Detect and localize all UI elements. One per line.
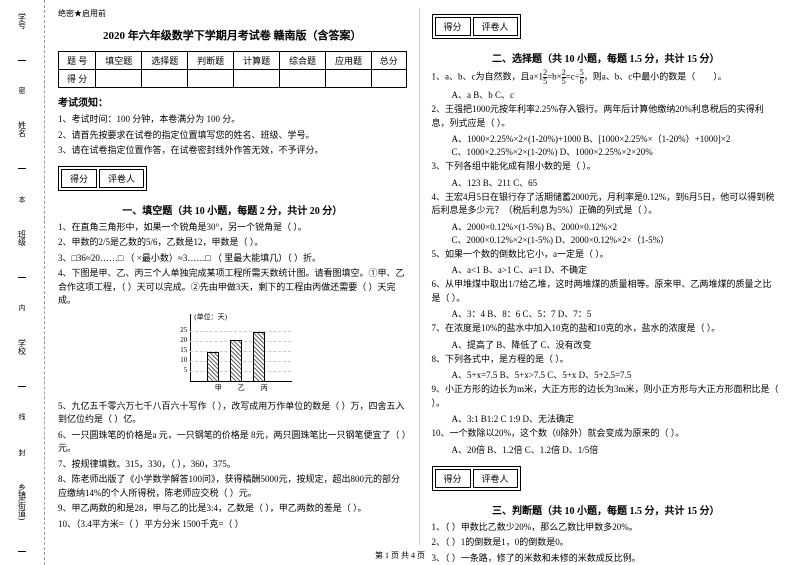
secret-label: 绝密★启用前	[58, 8, 407, 19]
grader-box: 得分 评卷人	[432, 14, 521, 39]
th-judge: 判断题	[188, 52, 234, 70]
q2-6: 6、从甲堆煤中取出1/7给乙堆，这时两堆煤的质量相等。原来甲、乙两堆煤的质量之比…	[432, 278, 781, 305]
q2-5-opts: A、a<1 B、a>1 C、a=1 D、不确定	[432, 263, 781, 276]
q2-6-opts: A、3：4 B、8：6 C、5：7 D、7：5	[432, 307, 781, 320]
q2-9-opts: A、3:1 B1:2 C 1:9 D、无法确定	[432, 412, 781, 425]
page-footer: 第 1 页 共 4 页	[0, 550, 800, 561]
score-cell: 得分	[61, 169, 97, 188]
grader-box: 得分 评卷人	[432, 466, 521, 491]
binding-margin: 学号 密 姓名 本 班级 内 学校 线 封 乡镇(街道)	[0, 0, 45, 565]
chart-unit: (单位：天)	[194, 312, 227, 322]
q1-3: 3、□36≈20……□ （ ×最小数）≈3……□ （ 里最大能填几）（ ）折。	[58, 252, 407, 266]
grader-cell: 评卷人	[99, 169, 144, 188]
section-1-title: 一、填空题（共 10 小题，每题 2 分，共计 20 分）	[58, 202, 407, 217]
page-content: 绝密★启用前 2020 年六年级数学下学期月考试卷 赣南版（含答案） 题 号 填…	[0, 0, 800, 565]
q1-10: 10、（3.4平方米=（ ）平方分米 1500千克=（ ）	[58, 518, 407, 532]
notice-title: 考试须知：	[58, 94, 407, 109]
q2-2-opts: A、1000×2.25%×2×(1-20%)+1000 B、[1000×2.25…	[432, 132, 781, 158]
table-row: 得 分	[59, 70, 407, 88]
q2-5: 5、如果一个数的倒数比它小，a一定是（ ）。	[432, 248, 781, 262]
margin-label-banji: 班级	[17, 230, 28, 278]
margin-char-nei: 内	[19, 303, 26, 313]
q2-4-opts: A、2000×0.12%×(1-5%) B、2000×0.12%×2 C、200…	[432, 220, 781, 246]
section-2-title: 二、选择题（共 10 小题，每题 1.5 分，共计 15 分）	[432, 50, 781, 65]
q3-1: 1、（ ）甲数比乙数少20%，那么乙数比甲数多20%。	[432, 521, 781, 535]
margin-label-xiangzhen: 乡镇(街道)	[17, 483, 28, 552]
bar-chart: (单位：天) 5 10 15 20 25 甲 乙 丙	[58, 314, 407, 394]
margin-char-feng: 封	[19, 448, 26, 458]
right-column: 得分 评卷人 二、选择题（共 10 小题，每题 1.5 分，共计 15 分） 1…	[424, 8, 789, 545]
margin-char-ben: 本	[19, 195, 26, 205]
bar-yi: 乙	[230, 340, 242, 382]
q1-7: 7、按规律填数。315，330，（ ），360，375。	[58, 458, 407, 472]
q2-3-opts: A、123 B、211 C、65	[432, 176, 781, 189]
td-score-label: 得 分	[59, 70, 96, 88]
chart-y-axis: 5 10 15 20 25	[190, 314, 191, 382]
q2-4: 4、王宏4月5日在银行存了活期储蓄2000元，月利率是0.12%，到6月5日，他…	[432, 191, 781, 218]
paper-title: 2020 年六年级数学下学期月考试卷 赣南版（含答案）	[58, 27, 407, 43]
notice-item: 1、考试时间：100 分钟，本卷满分为 100 分。	[58, 113, 407, 126]
q1-6: 6、一只圆珠笔的价格是a 元，一只钢笔的价格是 8元，两只圆珠笔比一只钢笔便宜了…	[58, 429, 407, 456]
table-row: 题 号 填空题 选择题 判断题 计算题 综合题 应用题 总分	[59, 52, 407, 70]
q2-10: 10、一个数除以20%，这个数（0除外）就会变成为原来的（ ）。	[432, 427, 781, 441]
grader-cell: 评卷人	[473, 469, 518, 488]
section-3-title: 三、判断题（共 10 小题，每题 1.5 分，共计 15 分）	[432, 502, 781, 517]
th-choice: 选择题	[142, 52, 188, 70]
q2-2: 2、王强把1000元按年利率2.25%存入银行。两年后计算他缴纳20%利息税后的…	[432, 103, 781, 130]
q2-1: 1、a、b、c为自然数，且a×125=b×25=c÷56，则a、b、c中最小的数…	[432, 69, 781, 86]
column-divider	[419, 8, 420, 545]
notice-item: 2、请首先按要求在试卷的指定位置填写您的姓名、班级、学号。	[58, 129, 407, 142]
grader-box: 得分 评卷人	[58, 166, 147, 191]
q1-8: 8、陈老师出版了《小学数学解答100问》，获得稿酬5000元，按规定，超出800…	[58, 473, 407, 500]
q1-1: 1、在直角三角形中，如果一个锐角是30°，另一个锐角是（ ）。	[58, 221, 407, 235]
margin-label-xingming: 姓名	[17, 121, 28, 169]
margin-label-xuexiao: 学校	[17, 339, 28, 387]
score-cell: 得分	[435, 469, 471, 488]
left-column: 绝密★启用前 2020 年六年级数学下学期月考试卷 赣南版（含答案） 题 号 填…	[50, 8, 415, 545]
q1-4: 4、下图是甲、乙、丙三个人单独完成某项工程所需天数统计图。请看图填空。①甲、乙合…	[58, 267, 407, 308]
score-table: 题 号 填空题 选择题 判断题 计算题 综合题 应用题 总分 得 分	[58, 51, 407, 88]
q2-7-opts: A、提高了 B、降低了 C、没有改变	[432, 338, 781, 351]
notice-item: 3、请在试卷指定位置作答，在试卷密封线外作答无效，不予评分。	[58, 144, 407, 157]
q3-2: 2、（ ）1的倒数是1，0的倒数是0。	[432, 536, 781, 550]
q1-5: 5、九亿五千零六万七千八百六十写作（ ），改写成用万作单位的数是（ ）万，四舍五…	[58, 400, 407, 427]
th-num: 题 号	[59, 52, 96, 70]
score-cell: 得分	[435, 17, 471, 36]
grader-cell: 评卷人	[473, 17, 518, 36]
th-app: 应用题	[326, 52, 372, 70]
th-total: 总分	[371, 52, 406, 70]
q2-3: 3、下列各组中能化成有限小数的是（ ）。	[432, 160, 781, 174]
th-calc: 计算题	[234, 52, 280, 70]
q2-9: 9、小正方形的边长为m米，大正方形的边长为3m米，则小正方形与大正方形面积比是（…	[432, 383, 781, 410]
q2-1-opts: A、a B、b C、c	[432, 88, 781, 101]
q1-9: 9、甲乙两数的和是28，甲与乙的比是3:4，乙数是（ ），甲乙两数的差是（ ）。	[58, 502, 407, 516]
th-combo: 综合题	[280, 52, 326, 70]
th-fill: 填空题	[96, 52, 142, 70]
q2-8: 8、下列各式中，是方程的是（ ）。	[432, 353, 781, 367]
q2-10-opts: A、20倍 B、1.2倍 C、1.2倍 D、1/5倍	[432, 443, 781, 456]
bar-jia: 甲	[207, 352, 219, 382]
q2-7: 7、在浓度是10%的盐水中加入10克的盐和10克的水，盐水的浓度是（ ）。	[432, 322, 781, 336]
margin-labels: 学号 密 姓名 本 班级 内 学校 线 封 乡镇(街道)	[2, 0, 42, 565]
q2-8-opts: A、5+x=7.5 B、5+x>7.5 C、5+x D、5+2.5=7.5	[432, 368, 781, 381]
bar-bing: 丙	[253, 332, 265, 382]
margin-char-xian: 线	[19, 412, 26, 422]
margin-label-xuehao: 学号	[17, 13, 28, 61]
margin-char-mi: 密	[19, 86, 26, 96]
q1-2: 2、甲数的2/5是乙数的5/6，乙数是12，甲数是（ ）。	[58, 236, 407, 250]
